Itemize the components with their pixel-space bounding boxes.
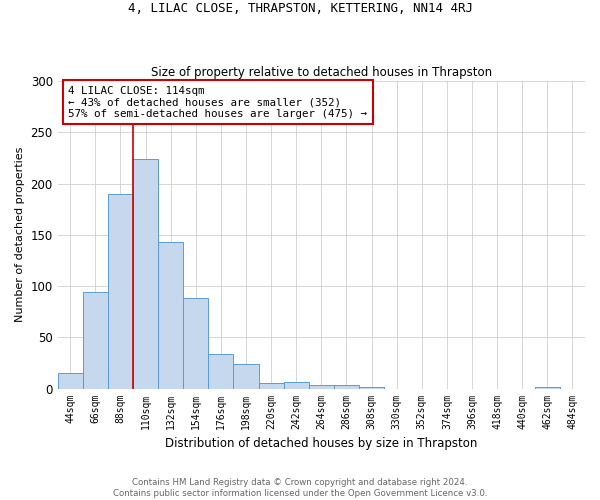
Bar bbox=[208, 354, 233, 388]
Bar bbox=[259, 384, 284, 388]
X-axis label: Distribution of detached houses by size in Thrapston: Distribution of detached houses by size … bbox=[165, 437, 478, 450]
Bar bbox=[83, 292, 108, 388]
Bar bbox=[108, 194, 133, 388]
Bar bbox=[233, 364, 259, 388]
Bar bbox=[359, 386, 384, 388]
Bar bbox=[133, 159, 158, 388]
Text: 4, LILAC CLOSE, THRAPSTON, KETTERING, NN14 4RJ: 4, LILAC CLOSE, THRAPSTON, KETTERING, NN… bbox=[128, 2, 473, 16]
Bar bbox=[58, 373, 83, 388]
Y-axis label: Number of detached properties: Number of detached properties bbox=[15, 147, 25, 322]
Bar bbox=[158, 242, 183, 388]
Title: Size of property relative to detached houses in Thrapston: Size of property relative to detached ho… bbox=[151, 66, 492, 78]
Bar bbox=[183, 298, 208, 388]
Bar bbox=[535, 386, 560, 388]
Bar bbox=[284, 382, 309, 388]
Bar bbox=[334, 386, 359, 388]
Text: 4 LILAC CLOSE: 114sqm
← 43% of detached houses are smaller (352)
57% of semi-det: 4 LILAC CLOSE: 114sqm ← 43% of detached … bbox=[68, 86, 367, 119]
Text: Contains HM Land Registry data © Crown copyright and database right 2024.
Contai: Contains HM Land Registry data © Crown c… bbox=[113, 478, 487, 498]
Bar bbox=[309, 386, 334, 388]
